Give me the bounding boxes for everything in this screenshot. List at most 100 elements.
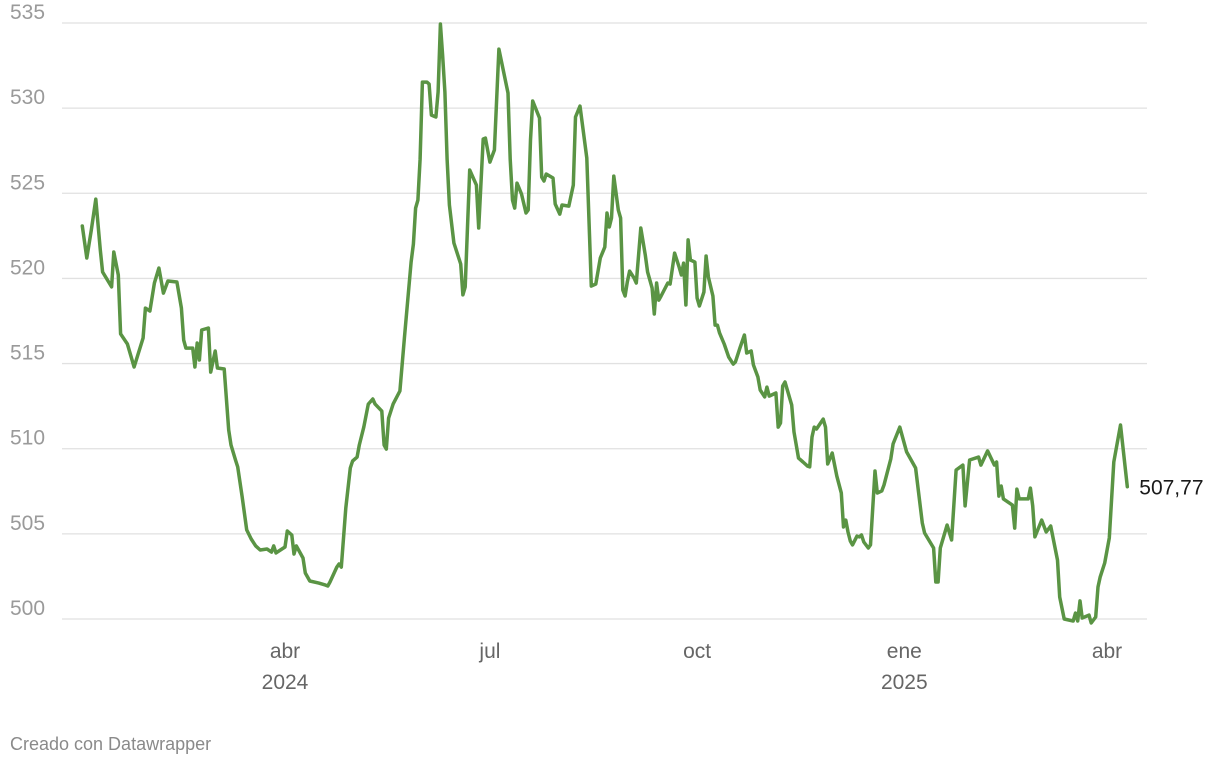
data-point: [126, 343, 129, 346]
data-point: [545, 173, 548, 176]
y-tick-label: 530: [10, 86, 45, 109]
data-point: [680, 274, 683, 277]
data-point: [752, 363, 755, 366]
data-point: [1027, 497, 1030, 500]
data-point: [430, 114, 433, 117]
data-point: [99, 249, 102, 252]
data-point: [1056, 559, 1059, 562]
data-point: [1094, 616, 1097, 619]
data-point: [527, 209, 530, 212]
data-point: [579, 105, 582, 108]
data-point: [414, 207, 417, 210]
data-point: [540, 176, 543, 179]
data-point: [421, 81, 424, 84]
data-point: [774, 392, 777, 395]
data-point: [678, 266, 681, 269]
data-point: [464, 285, 467, 288]
data-point: [1045, 531, 1048, 534]
data-point: [673, 252, 676, 255]
data-point: [94, 198, 97, 201]
data-point: [779, 422, 782, 425]
data-point: [921, 522, 924, 525]
data-point: [705, 255, 708, 258]
data-point: [811, 436, 814, 439]
data-point: [626, 281, 629, 284]
data-point: [290, 534, 293, 537]
data-point: [718, 332, 721, 335]
data-point: [207, 327, 210, 330]
data-point: [437, 91, 440, 94]
data-point: [847, 531, 850, 534]
data-point: [961, 464, 964, 467]
y-tick-label: 525: [10, 171, 45, 194]
data-point: [561, 204, 564, 207]
data-point: [1090, 621, 1093, 624]
data-point: [964, 504, 967, 507]
data-point: [241, 496, 244, 499]
data-point: [461, 293, 464, 296]
data-point: [606, 212, 609, 215]
y-tick-label: 520: [10, 256, 45, 279]
data-point: [180, 307, 183, 310]
data-point: [986, 449, 989, 452]
data-point: [459, 263, 462, 266]
data-point: [880, 489, 883, 492]
data-point: [621, 289, 624, 292]
data-point: [851, 543, 854, 546]
x-tick-year-label: 2024: [262, 671, 309, 694]
data-point: [403, 337, 406, 340]
data-point: [619, 217, 622, 220]
data-point: [824, 426, 827, 429]
data-point: [142, 337, 145, 340]
data-point: [1015, 488, 1018, 491]
y-tick-label: 510: [10, 427, 45, 450]
data-point: [883, 484, 886, 487]
data-point: [344, 507, 347, 510]
footer-credit[interactable]: Creado con Datawrapper: [10, 734, 212, 754]
data-point: [1081, 617, 1084, 620]
data-point: [1063, 618, 1066, 621]
data-point: [727, 356, 730, 359]
data-point: [356, 456, 359, 459]
data-point: [371, 398, 374, 401]
x-tick-label: abr: [270, 640, 300, 663]
data-point: [275, 551, 278, 554]
data-point: [552, 177, 555, 180]
data-point: [655, 282, 658, 285]
data-point: [914, 467, 917, 470]
data-point: [214, 350, 217, 353]
data-point: [272, 544, 275, 547]
data-point: [639, 227, 642, 230]
data-point: [304, 572, 307, 575]
data-point: [842, 526, 845, 529]
data-point: [793, 431, 796, 434]
data-point: [1000, 485, 1003, 488]
data-point: [1097, 586, 1100, 589]
data-point: [950, 539, 953, 542]
data-point: [380, 410, 383, 413]
data-point: [808, 465, 811, 468]
data-point: [1126, 485, 1129, 488]
data-point: [1058, 596, 1061, 599]
data-point: [484, 137, 487, 140]
data-point: [230, 444, 233, 447]
x-tick-label: abr: [1092, 640, 1122, 663]
data-point: [745, 352, 748, 355]
data-point: [538, 117, 541, 120]
data-point: [1013, 527, 1016, 530]
data-point: [826, 463, 829, 466]
data-point: [979, 464, 982, 467]
data-point: [997, 495, 1000, 498]
data-point: [574, 116, 577, 119]
data-point: [475, 184, 478, 187]
data-point: [166, 280, 169, 283]
data-point: [612, 175, 615, 178]
data-point: [610, 217, 613, 220]
data-point: [259, 549, 262, 552]
data-point: [227, 429, 230, 432]
data-point: [351, 460, 354, 463]
data-point: [1040, 519, 1043, 522]
data-point: [209, 371, 212, 374]
data-point: [689, 259, 692, 262]
data-point: [756, 376, 759, 379]
